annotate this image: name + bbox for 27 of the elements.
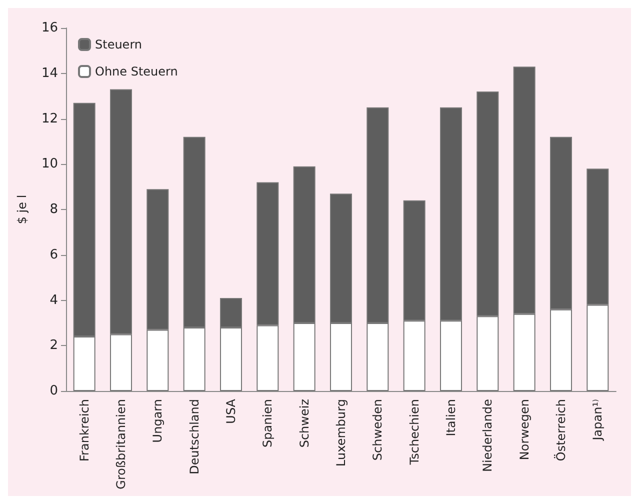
x-tick-label: Frankreich [77, 399, 92, 462]
x-tick-label: Japan¹⁾ [590, 398, 605, 442]
y-tick-label: 12 [41, 111, 58, 126]
x-tick-label: Spanien [260, 399, 275, 448]
x-tick-label: Italien [444, 399, 458, 436]
y-tick-label: 2 [50, 338, 58, 354]
y-tick-label: 16 [41, 20, 58, 36]
legend-label: Ohne Steuern [95, 64, 178, 78]
x-tick-label: Schweiz [297, 399, 312, 448]
y-tick-label: 6 [50, 247, 58, 262]
y-tick-label: 0 [50, 384, 58, 398]
x-tick-label: Niederlande [480, 399, 495, 472]
x-tick-label: Großbritannien [114, 399, 128, 490]
x-tick-label: Ungarn [150, 399, 165, 443]
x-tick-label: Tschechien [407, 399, 422, 466]
y-axis-title: $ je l [15, 194, 29, 224]
x-tick-label: USA [224, 398, 238, 424]
x-tick-label: Österreich [554, 399, 568, 462]
y-tick-label: 4 [50, 292, 58, 308]
legend-label: Steuern [95, 38, 142, 52]
y-tick-label: 10 [41, 156, 58, 172]
y-tick-label: 14 [41, 66, 58, 81]
x-tick-label: Deutschland [187, 399, 202, 474]
x-tick-label: Luxemburg [334, 399, 348, 466]
x-tick-label: Schweden [370, 399, 385, 461]
y-tick-label: 8 [50, 202, 58, 217]
x-tick-label: Norwegen [517, 399, 532, 460]
